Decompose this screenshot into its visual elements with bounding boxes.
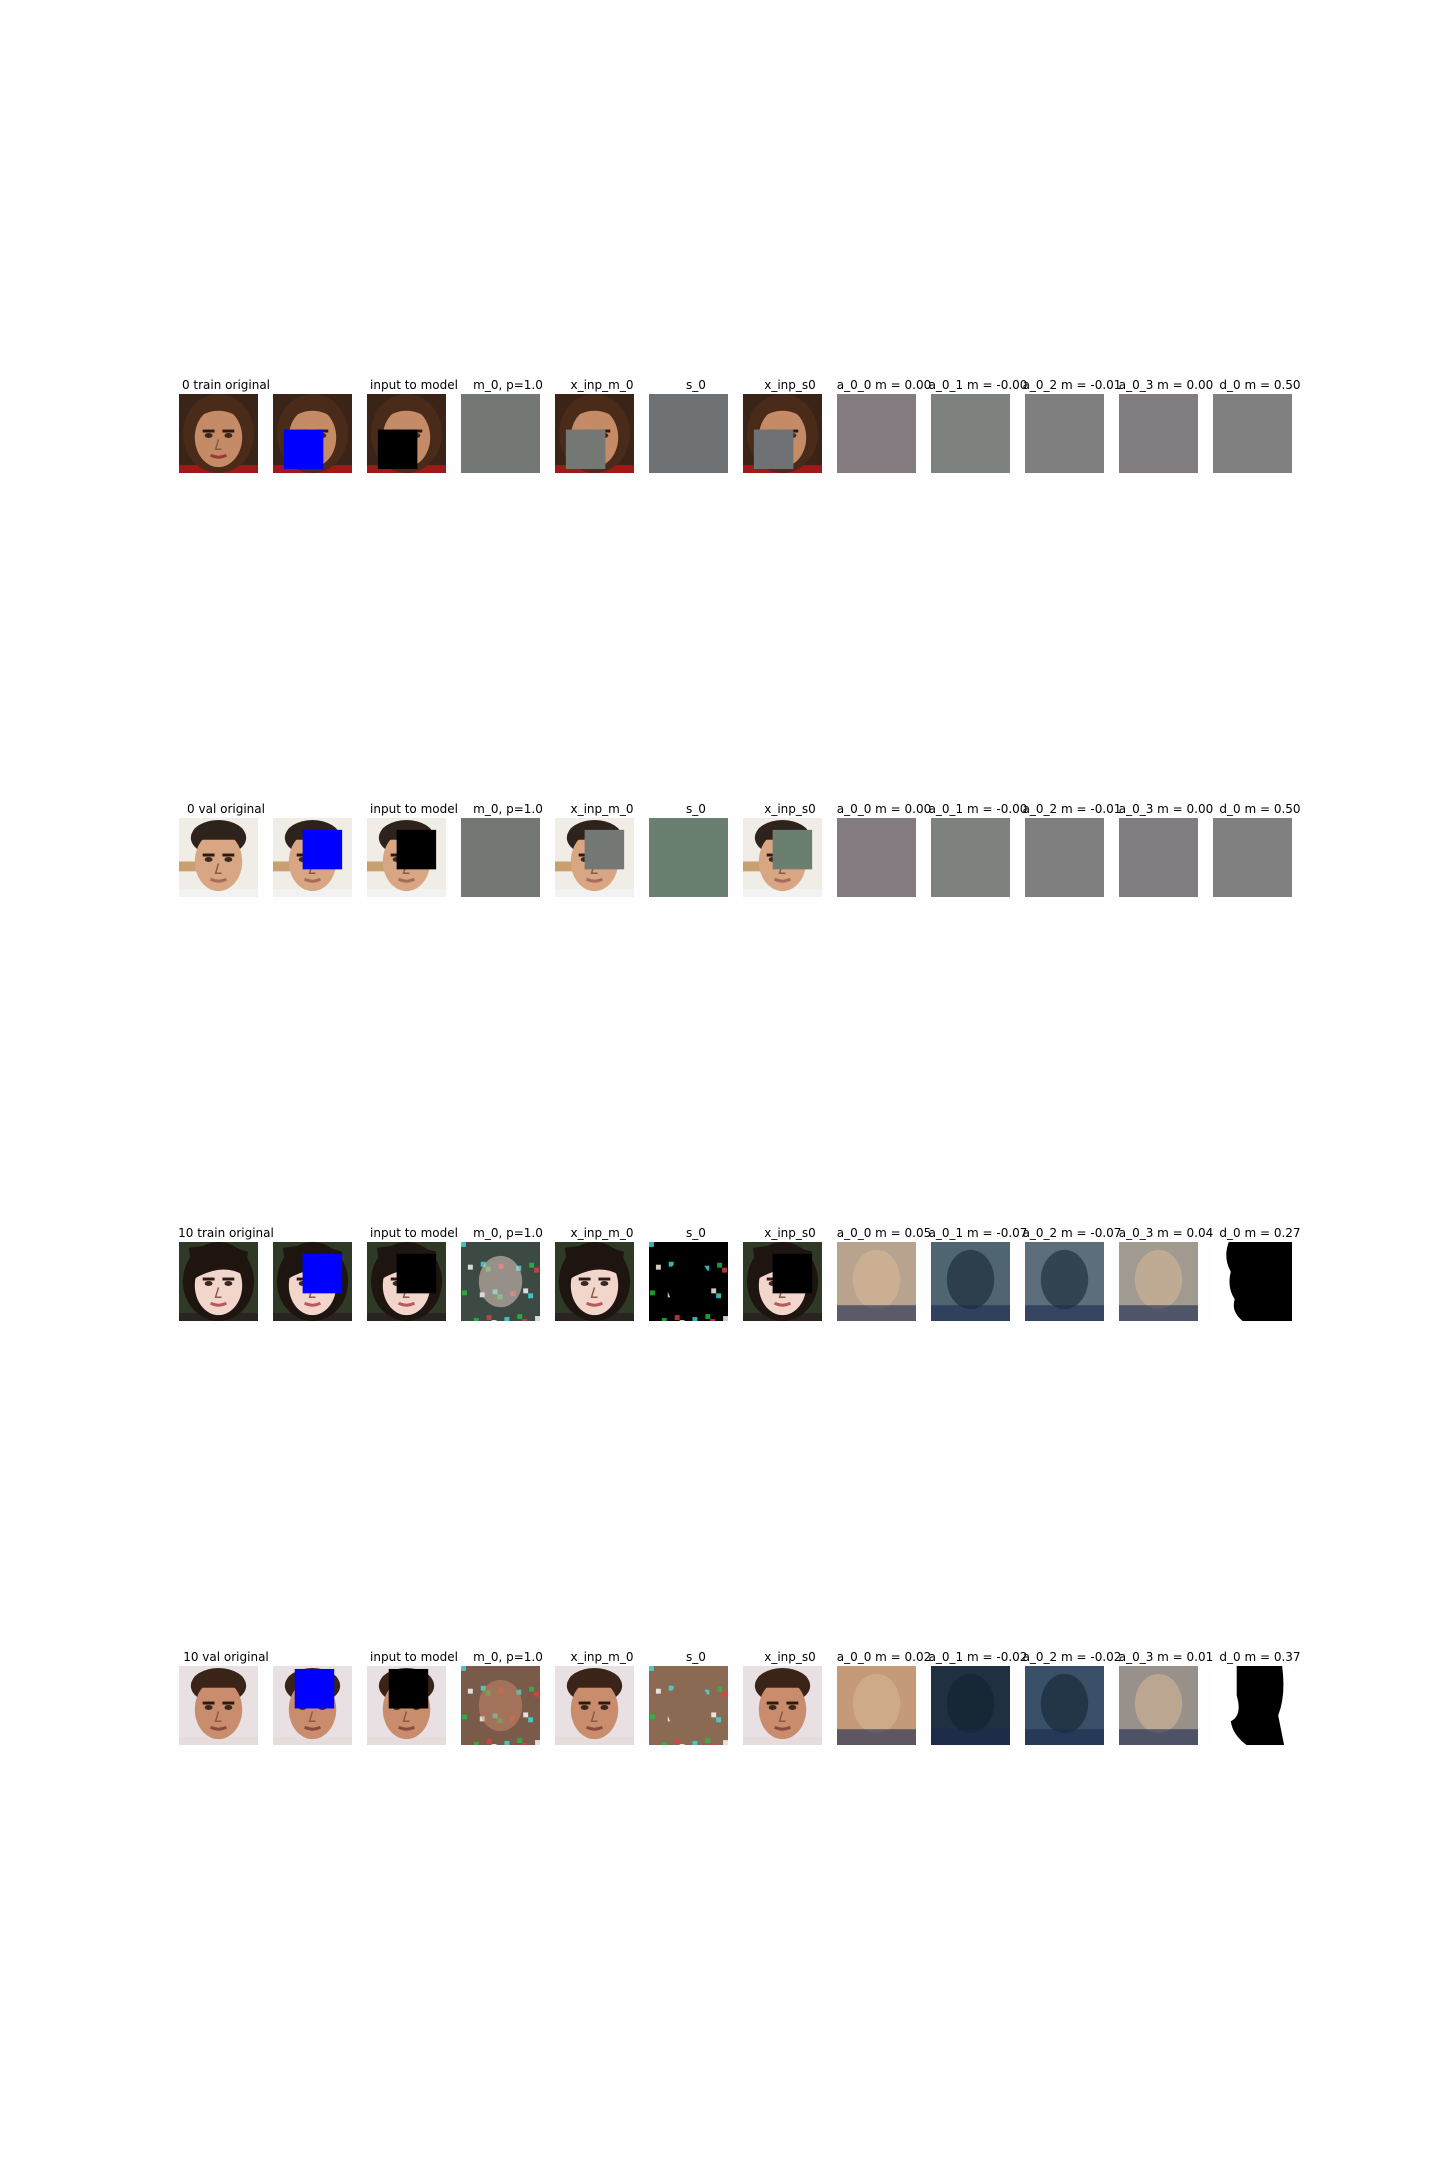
row-0-val: 0 val original input to model m_0, p=1.0 x_… bbox=[0, 802, 1440, 922]
panel-image bbox=[1119, 394, 1198, 473]
panel-image bbox=[1025, 818, 1104, 897]
panel-title: d_0 m = 0.37 bbox=[1219, 1650, 1301, 1664]
panel-title: a_0_1 m = -0.02 bbox=[928, 1650, 1028, 1664]
panel-title: x_inp_m_0 bbox=[570, 802, 634, 816]
panel-image bbox=[1213, 818, 1292, 897]
panel-image bbox=[931, 818, 1010, 897]
panel-image bbox=[837, 394, 916, 473]
panel-title: m_0, p=1.0 bbox=[473, 802, 543, 816]
panel-title: d_0 m = 0.27 bbox=[1219, 1226, 1301, 1240]
row-10-val: 10 val original input to model m_0, p=1.0 x… bbox=[0, 1650, 1440, 1770]
panel-title: x_inp_s0 bbox=[764, 378, 816, 392]
panel-image bbox=[179, 1666, 258, 1745]
panel-title: a_0_3 m = 0.04 bbox=[1118, 1226, 1214, 1240]
panel-image bbox=[555, 1242, 634, 1321]
row-10-train: 10 train original input to model m_0, p=1.… bbox=[0, 1226, 1440, 1346]
panel-title: x_inp_s0 bbox=[764, 1650, 816, 1664]
panel-image bbox=[179, 818, 258, 897]
panel-image bbox=[555, 394, 634, 473]
panel-title: a_0_0 m = 0.00 bbox=[836, 378, 932, 392]
panel-image bbox=[1213, 394, 1292, 473]
panel-image bbox=[273, 1242, 352, 1321]
panel-image bbox=[743, 818, 822, 897]
panel-title: a_0_1 m = -0.00 bbox=[928, 378, 1028, 392]
panel-image bbox=[179, 1242, 258, 1321]
panel-image bbox=[649, 818, 728, 897]
panel-image bbox=[1213, 1666, 1292, 1745]
panel-title: x_inp_s0 bbox=[764, 802, 816, 816]
panel-title: a_0_2 m = -0.01 bbox=[1022, 802, 1122, 816]
panel-title: s_0 bbox=[686, 1650, 706, 1664]
panel-title: a_0_3 m = 0.00 bbox=[1118, 378, 1214, 392]
panel-image bbox=[1213, 1242, 1292, 1321]
panel-title: x_inp_m_0 bbox=[570, 378, 634, 392]
panel-title: a_0_1 m = -0.07 bbox=[928, 1226, 1028, 1240]
panel-image bbox=[649, 1242, 728, 1321]
panel-image bbox=[461, 1666, 540, 1745]
panel-image bbox=[367, 1242, 446, 1321]
panel-title: s_0 bbox=[686, 378, 706, 392]
panel-title: d_0 m = 0.50 bbox=[1219, 802, 1301, 816]
panel-image bbox=[743, 1242, 822, 1321]
panel-title: 0 val original bbox=[187, 802, 265, 816]
panel-image bbox=[555, 1666, 634, 1745]
panel-title: m_0, p=1.0 bbox=[473, 1650, 543, 1664]
panel-image bbox=[555, 818, 634, 897]
panel-image bbox=[273, 818, 352, 897]
panel-title: m_0, p=1.0 bbox=[473, 378, 543, 392]
panel-title: input to model bbox=[370, 378, 458, 392]
panel-image bbox=[931, 394, 1010, 473]
panel-title: a_0_0 m = 0.02 bbox=[836, 1650, 932, 1664]
panel-image bbox=[1119, 1242, 1198, 1321]
panel-title: x_inp_s0 bbox=[764, 1226, 816, 1240]
panel-title: a_0_2 m = -0.07 bbox=[1022, 1226, 1122, 1240]
panel-title: input to model bbox=[370, 1226, 458, 1240]
panel-image bbox=[367, 394, 446, 473]
panel-title: a_0_3 m = 0.01 bbox=[1118, 1650, 1214, 1664]
panel-image bbox=[1119, 1666, 1198, 1745]
panel-image bbox=[649, 1666, 728, 1745]
panel-title: x_inp_m_0 bbox=[570, 1650, 634, 1664]
panel-image bbox=[367, 818, 446, 897]
panel-title: a_0_1 m = -0.00 bbox=[928, 802, 1028, 816]
row-0-train: 0 train original input to model m_0, p=1.0… bbox=[0, 378, 1440, 498]
panel-image bbox=[1025, 1242, 1104, 1321]
panel-image bbox=[1119, 818, 1198, 897]
panel-title: input to model bbox=[370, 802, 458, 816]
panel-title: m_0, p=1.0 bbox=[473, 1226, 543, 1240]
panel-image bbox=[461, 1242, 540, 1321]
panel-image bbox=[837, 1242, 916, 1321]
panel-title: a_0_0 m = 0.05 bbox=[836, 1226, 932, 1240]
panel-title: input to model bbox=[370, 1650, 458, 1664]
panel-title: a_0_3 m = 0.00 bbox=[1118, 802, 1214, 816]
panel-image bbox=[1025, 394, 1104, 473]
panel-title: a_0_0 m = 0.00 bbox=[836, 802, 932, 816]
panel-image bbox=[461, 818, 540, 897]
panel-image bbox=[931, 1666, 1010, 1745]
panel-title: 10 train original bbox=[178, 1226, 274, 1240]
panel-image bbox=[461, 394, 540, 473]
panel-image bbox=[743, 394, 822, 473]
panel-image bbox=[179, 394, 258, 473]
panel-title: a_0_2 m = -0.01 bbox=[1022, 378, 1122, 392]
panel-image bbox=[367, 1666, 446, 1745]
panel-image bbox=[931, 1242, 1010, 1321]
panel-image bbox=[273, 394, 352, 473]
panel-image bbox=[273, 1666, 352, 1745]
panel-image bbox=[649, 394, 728, 473]
panel-image bbox=[837, 818, 916, 897]
panel-title: s_0 bbox=[686, 802, 706, 816]
panel-image bbox=[743, 1666, 822, 1745]
panel-title: d_0 m = 0.50 bbox=[1219, 378, 1301, 392]
panel-image bbox=[1025, 1666, 1104, 1745]
panel-title: s_0 bbox=[686, 1226, 706, 1240]
panel-title: x_inp_m_0 bbox=[570, 1226, 634, 1240]
panel-title: a_0_2 m = -0.02 bbox=[1022, 1650, 1122, 1664]
panel-title: 0 train original bbox=[181, 378, 271, 392]
panel-title: 10 val original bbox=[183, 1650, 269, 1664]
panel-image bbox=[837, 1666, 916, 1745]
